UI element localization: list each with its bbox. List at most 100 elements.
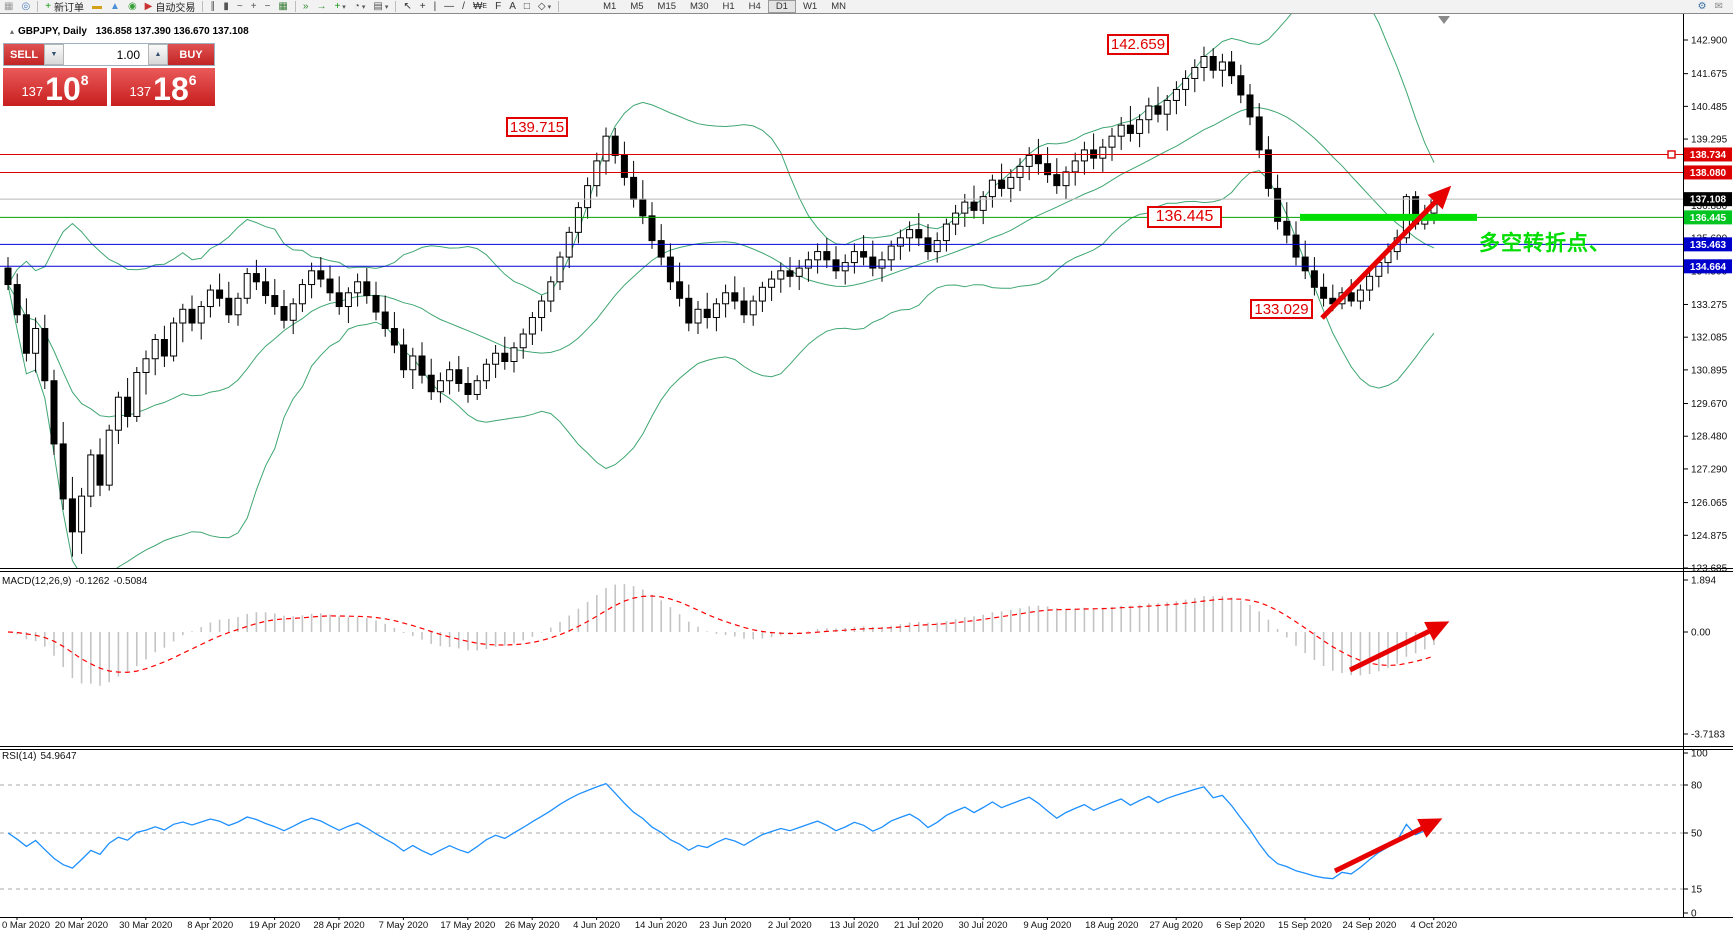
timeframe-d1[interactable]: D1 [767,0,796,13]
trend-arrow-main[interactable] [1320,185,1452,320]
panel-borders [0,14,1733,918]
chevron-down-icon[interactable]: ▾ [361,3,366,11]
hline-handle[interactable] [1667,150,1676,159]
vertical-line-icon: | [433,0,437,12]
horizontal-line-button[interactable]: — [440,0,458,13]
chevron-down-icon[interactable]: ▾ [342,3,346,11]
toolbar-separator [37,1,39,12]
horizontal-line-objects [0,150,1683,267]
svg-text:138.080: 138.080 [1690,168,1727,179]
chat-icon[interactable]: ✉ [1711,0,1727,13]
svg-text:24 Sep 2020: 24 Sep 2020 [1342,920,1396,931]
annotation-price-label-136445[interactable]: 136.445 [1147,206,1222,228]
cursor-button[interactable]: ↖ [399,0,415,13]
zoom-out-button[interactable]: − [261,0,275,13]
svg-text:133.275: 133.275 [1691,300,1728,311]
tools-icon[interactable]: ⚙ [1694,0,1711,13]
svg-text:132.085: 132.085 [1691,333,1728,344]
timeframe-mn[interactable]: MN [831,1,846,12]
autotrading-icon: ▶ [144,0,153,12]
line-chart-button[interactable]: ~ [233,0,247,13]
auto-scroll-button[interactable]: » [299,0,313,13]
bar-chart-icon: ∥ [210,0,216,12]
buy-price-big: 18 [153,70,189,107]
zoom-in-button[interactable]: + [247,0,261,13]
trendline-button[interactable]: / [458,0,469,13]
timeframe-h4[interactable]: H4 [748,1,761,12]
bar-chart-button[interactable]: ∥ [206,0,219,13]
templates-button[interactable]: ▤ ▾ [369,0,392,13]
toolbar-separator [558,1,560,12]
svg-text:26 May 2020: 26 May 2020 [505,920,560,931]
svg-text:128.480: 128.480 [1691,432,1728,443]
svg-text:130.895: 130.895 [1691,365,1728,376]
market-icon[interactable]: ▬ [88,0,106,13]
window-icon-icon: ▦ [4,0,14,12]
svg-text:139.295: 139.295 [1691,135,1728,146]
buy-price-sup: 6 [188,72,197,88]
chevron-down-icon[interactable]: ▾ [547,3,552,11]
toolbar-separator [294,1,296,12]
svg-text:100: 100 [1691,749,1708,760]
sell-price-display[interactable]: 137 10 8 [3,68,107,106]
tile-windows-button[interactable]: ▦ [274,0,291,13]
macd-indicator: 1.894 0.00 -3.7183 [7,576,1725,741]
buy-price-prefix: 137 [129,84,152,99]
sell-price-sup: 8 [80,72,89,88]
trend-arrow-macd[interactable] [1348,621,1450,673]
candlestick-chart-button[interactable]: ▮ [219,0,233,13]
sell-button[interactable]: SELL [4,44,44,65]
svg-text:140.485: 140.485 [1691,102,1728,113]
trade-controls-row: SELL ▼ ▲ BUY [3,43,215,66]
lot-increase-button[interactable]: ▲ [148,44,168,65]
symbol-search-icon[interactable]: ◎ [17,0,34,13]
annotation-price-label-133029[interactable]: 133.029 [1250,299,1313,319]
svg-text:6 Sep 2020: 6 Sep 2020 [1216,920,1265,931]
trend-arrow-rsi[interactable] [1333,818,1443,874]
svg-text:4 Jun 2020: 4 Jun 2020 [573,920,620,931]
channel-button[interactable]: F [491,0,505,13]
svg-text:14 Jun 2020: 14 Jun 2020 [635,920,687,931]
timeframe-m15[interactable]: M15 [657,1,677,12]
timeframe-m30[interactable]: M30 [690,1,709,12]
lot-size-input[interactable] [64,44,148,65]
rsi-value: 54.9647 [40,751,77,762]
chevron-down-icon[interactable]: ▾ [384,3,389,11]
text-label-button[interactable]: □ [520,0,534,13]
annotation-note-text[interactable]: 多空转折点、 [1479,232,1611,255]
periods-button[interactable]: ◔ ▾ [350,0,370,13]
rsi-indicator: 100 80 50 15 0 [0,749,1708,920]
timeframe-m5[interactable]: M5 [630,1,644,12]
sounds-icon-icon: ◉ [127,0,137,12]
buy-price-display[interactable]: 137 18 6 [111,68,215,106]
timeframe-w1[interactable]: W1 [802,1,818,12]
publish-icon[interactable]: ▲ [106,0,124,13]
annotation-price-label-142659[interactable]: 142.659 [1107,34,1169,55]
sounds-icon[interactable]: ◉ [124,0,141,13]
lot-decrease-button[interactable]: ▼ [44,44,64,65]
window-icon[interactable]: ▦ [0,0,17,13]
crosshair-button[interactable]: + [416,0,430,13]
autotrading-button[interactable]: ▶ 自动交易 [141,0,200,13]
indicators-button[interactable]: + ▾ [330,0,349,13]
vertical-line-button[interactable]: | [430,0,441,13]
chart-shift-button[interactable]: → [312,0,330,13]
sell-price-prefix: 137 [21,84,44,99]
fibonacci-button[interactable]: ₩ E [469,0,491,13]
timeframe-h1[interactable]: H1 [722,1,735,12]
sell-price-big: 10 [45,70,81,107]
new-order-button[interactable]: + 新订单 [41,0,88,13]
line-chart-icon: ~ [236,0,243,12]
zoom-in-icon: + [250,0,257,12]
arrows-button[interactable]: ◇ ▾ [534,0,555,13]
timeframe-m1[interactable]: M1 [603,1,617,12]
svg-text:28 Apr 2020: 28 Apr 2020 [313,920,364,931]
svg-text:17 May 2020: 17 May 2020 [440,920,495,931]
svg-text:1.894: 1.894 [1691,576,1716,587]
text-button[interactable]: A [505,0,520,13]
chart-shift-icon: → [316,0,327,12]
annotation-price-label-139715[interactable]: 139.715 [506,117,568,137]
chart-shift-marker[interactable] [1438,16,1450,24]
buy-button[interactable]: BUY [168,44,214,65]
